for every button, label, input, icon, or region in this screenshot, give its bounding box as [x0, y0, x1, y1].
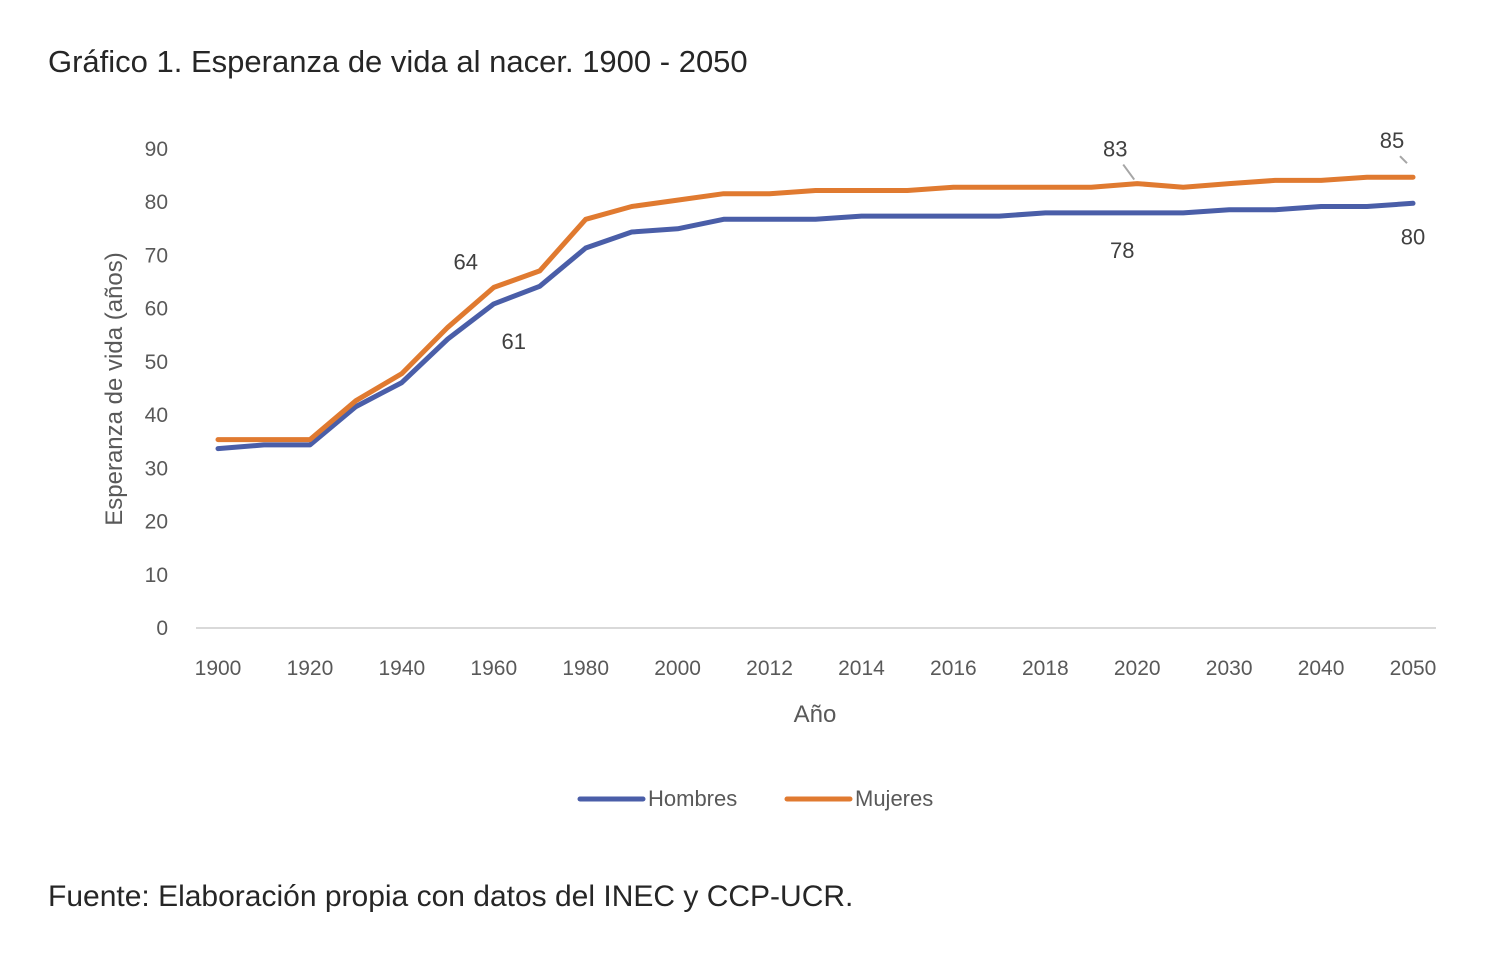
- data-label: 61: [502, 329, 526, 354]
- x-tick-label: 1920: [287, 657, 334, 680]
- legend-label-hombres: Hombres: [648, 786, 737, 811]
- y-axis-title: Esperanza de vida (años): [101, 252, 128, 526]
- legend-label-mujeres: Mujeres: [855, 786, 933, 811]
- y-tick-label: 60: [145, 298, 168, 321]
- y-tick-label: 10: [145, 564, 168, 587]
- chart-title: Gráfico 1. Esperanza de vida al nacer. 1…: [48, 44, 748, 79]
- x-tick-label: 2018: [1022, 657, 1069, 680]
- x-tick-label: 1940: [378, 657, 425, 680]
- y-tick-label: 30: [145, 457, 168, 480]
- data-label: 80: [1401, 224, 1425, 249]
- y-tick-label: 50: [145, 351, 168, 374]
- x-tick-label: 2016: [930, 657, 977, 680]
- y-tick-label: 20: [145, 511, 168, 534]
- series-line-hombres: [215, 200, 1416, 452]
- x-tick-label: 1960: [470, 657, 517, 680]
- y-tick-label: 0: [156, 617, 168, 640]
- series-lines: [215, 174, 1416, 452]
- x-tick-label: 2014: [838, 657, 885, 680]
- y-tick-label: 80: [145, 191, 168, 214]
- y-tick-label: 90: [145, 138, 168, 161]
- x-tick-label: 2030: [1206, 657, 1253, 680]
- y-axis-ticks: 0 10 20 30 40 50 60 70 80 90: [145, 138, 168, 640]
- y-tick-label: 40: [145, 404, 168, 427]
- legend: Hombres Mujeres: [577, 786, 933, 811]
- x-tick-label: 2020: [1114, 657, 1161, 680]
- x-tick-label: 2050: [1390, 657, 1437, 680]
- y-tick-label: 70: [145, 244, 168, 267]
- series-line-mujeres: [215, 174, 1416, 443]
- x-axis-ticks: 1900 1920 1940 1960 1980 2000 2012 2014 2016 2018…: [195, 657, 1437, 680]
- data-label: 64: [454, 249, 478, 274]
- source-note: Fuente: Elaboración propia con datos del…: [48, 880, 854, 913]
- x-tick-label: 2012: [746, 657, 793, 680]
- data-label-leader: [1122, 164, 1136, 181]
- data-label-leader: [1399, 155, 1408, 164]
- data-label: 83: [1103, 137, 1127, 162]
- data-label: 85: [1380, 128, 1404, 153]
- data-label: 78: [1110, 238, 1134, 263]
- x-tick-label: 2000: [654, 657, 701, 680]
- data-labels: 64 61 83 78 85 80: [454, 128, 1426, 354]
- x-tick-label: 1980: [562, 657, 609, 680]
- x-tick-label: 2040: [1298, 657, 1345, 680]
- x-tick-label: 1900: [195, 657, 242, 680]
- x-axis-title: Año: [794, 701, 837, 728]
